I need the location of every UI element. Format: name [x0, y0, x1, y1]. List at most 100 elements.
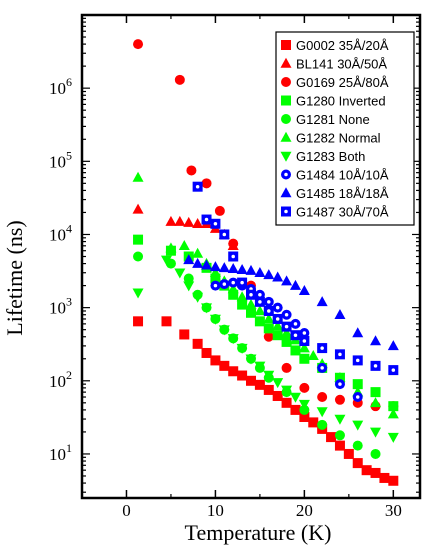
marker-center-dot	[204, 217, 209, 222]
data-point	[299, 353, 310, 364]
data-point	[388, 475, 399, 486]
data-point	[201, 303, 213, 314]
data-point	[281, 362, 292, 373]
data-point	[263, 370, 275, 381]
marker-center-dot	[275, 317, 280, 321]
data-point	[161, 255, 172, 266]
data-point	[263, 269, 275, 280]
data-point	[370, 467, 381, 478]
marker-center-dot	[302, 339, 307, 343]
y-tick-label: 102	[49, 368, 72, 391]
data-point	[133, 251, 144, 262]
data-point	[133, 316, 144, 327]
data-point	[132, 203, 144, 214]
data-point	[210, 273, 221, 284]
data-point	[370, 448, 381, 459]
data-point	[237, 370, 248, 381]
data-point	[317, 392, 328, 403]
data-point	[263, 384, 274, 395]
data-point	[254, 379, 265, 390]
series-0	[133, 316, 399, 486]
data-point	[281, 385, 293, 396]
legend-label: G1484 10Å/10Å	[296, 168, 389, 183]
data-point	[246, 375, 256, 386]
data-point	[183, 254, 195, 265]
y-tick-label: 103	[49, 295, 72, 318]
data-point	[290, 404, 301, 415]
data-point	[299, 411, 310, 422]
legend-label: G1485 18Å/18Å	[296, 186, 389, 201]
data-point	[334, 414, 346, 425]
y-tick-label: 106	[49, 75, 72, 98]
marker-center-dot	[338, 382, 342, 386]
plot-layer	[132, 39, 399, 486]
data-point	[334, 394, 345, 405]
legend-marker	[280, 151, 292, 162]
legend-marker	[281, 77, 291, 87]
marker-center-dot	[267, 300, 271, 304]
data-point	[326, 432, 337, 443]
data-point	[370, 387, 381, 398]
data-point	[214, 205, 225, 216]
data-point	[388, 401, 399, 412]
marker-center-dot	[284, 312, 289, 317]
data-point	[387, 340, 399, 351]
marker-center-dot	[355, 358, 360, 363]
data-point	[228, 366, 239, 377]
data-point	[237, 299, 248, 310]
series-9	[192, 181, 399, 376]
marker-center-dot	[320, 366, 324, 370]
marker-center-dot	[320, 346, 324, 350]
data-point	[334, 372, 346, 383]
data-point	[298, 285, 310, 296]
data-point	[352, 440, 363, 451]
data-point	[192, 218, 204, 229]
legend-marker	[281, 114, 291, 124]
data-point	[192, 247, 204, 258]
series-6	[132, 255, 399, 443]
data-point	[178, 240, 190, 251]
legend-label: G1280 Inverted	[296, 94, 386, 109]
data-point	[227, 263, 239, 274]
data-point	[281, 327, 293, 338]
data-point	[174, 74, 185, 85]
data-point	[228, 289, 239, 300]
data-point	[183, 273, 194, 284]
data-point	[192, 338, 203, 349]
data-point	[352, 420, 364, 431]
legend-marker	[281, 40, 291, 50]
x-axis-title: Temperature (K)	[185, 520, 332, 545]
marker-center-dot	[213, 222, 218, 226]
marker-center-dot	[231, 254, 235, 259]
y-tick-label: 101	[49, 441, 72, 464]
data-point	[209, 314, 221, 325]
data-point	[272, 330, 283, 341]
data-point	[183, 216, 195, 227]
data-point	[183, 281, 195, 292]
data-point	[316, 296, 328, 307]
data-point	[174, 215, 186, 226]
data-point	[201, 178, 212, 189]
data-point	[272, 390, 283, 401]
x-tick-label: 20	[296, 501, 313, 520]
data-point	[263, 331, 274, 342]
data-point	[218, 325, 230, 336]
data-point	[246, 307, 256, 318]
marker-center-dot	[284, 209, 288, 214]
data-point	[210, 355, 221, 366]
marker-center-dot	[293, 333, 298, 337]
data-point	[334, 308, 346, 319]
marker-center-dot	[275, 305, 280, 310]
data-point	[263, 323, 274, 334]
series-8	[183, 254, 399, 351]
y-tick-label: 104	[49, 221, 72, 244]
data-point	[254, 305, 266, 316]
marker-center-dot	[373, 364, 378, 368]
data-point	[272, 320, 284, 331]
data-point	[272, 271, 284, 282]
data-point	[308, 417, 319, 428]
legend-marker	[280, 131, 292, 142]
data-point	[165, 242, 177, 253]
data-point	[133, 234, 144, 245]
